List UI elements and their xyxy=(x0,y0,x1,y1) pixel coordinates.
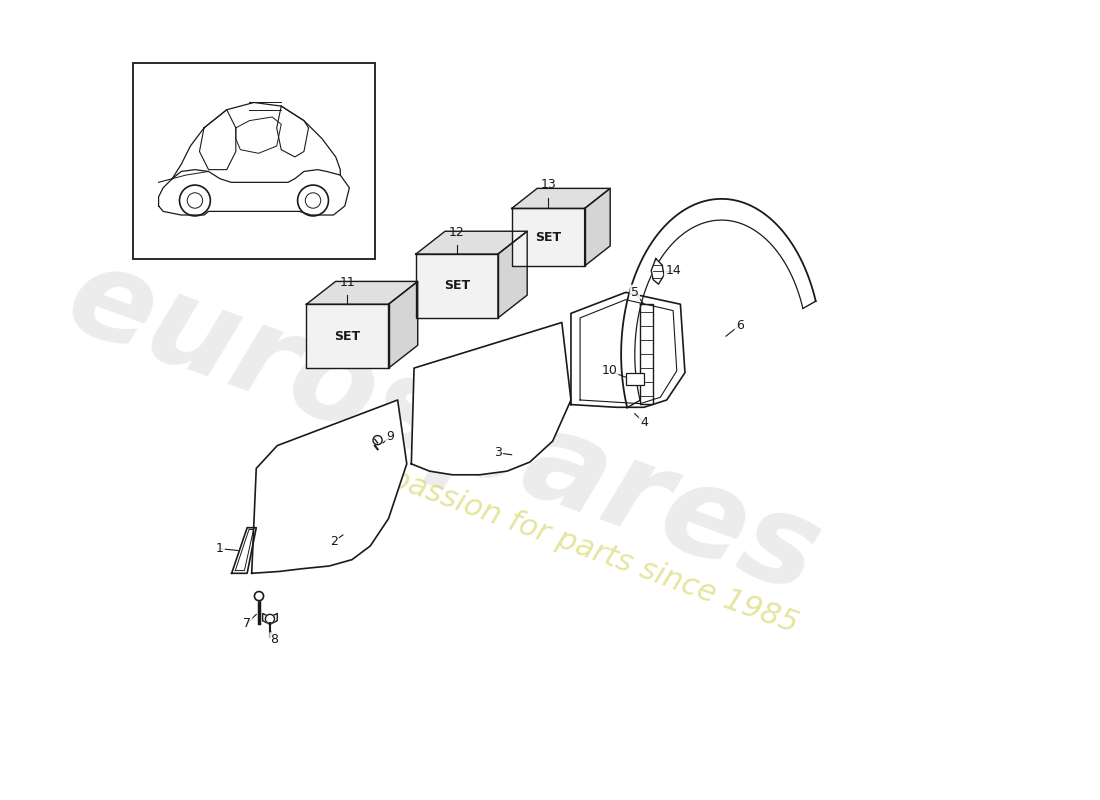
Polygon shape xyxy=(232,528,256,574)
Text: eurospares: eurospares xyxy=(52,235,835,619)
Text: SET: SET xyxy=(535,230,561,244)
Polygon shape xyxy=(416,231,527,254)
Text: 13: 13 xyxy=(540,178,556,191)
Polygon shape xyxy=(512,188,610,209)
Text: 5: 5 xyxy=(630,286,639,299)
Text: 12: 12 xyxy=(449,226,465,238)
Text: 10: 10 xyxy=(602,364,617,378)
Text: 1: 1 xyxy=(216,542,223,555)
Text: 11: 11 xyxy=(340,276,355,289)
Polygon shape xyxy=(388,282,418,368)
Polygon shape xyxy=(307,304,388,368)
Circle shape xyxy=(265,614,275,623)
Polygon shape xyxy=(584,188,610,266)
Text: 9: 9 xyxy=(386,430,394,443)
Circle shape xyxy=(254,591,264,601)
Text: a passion for parts since 1985: a passion for parts since 1985 xyxy=(359,454,802,638)
Text: 2: 2 xyxy=(330,535,338,548)
Text: 3: 3 xyxy=(494,446,502,459)
Text: 8: 8 xyxy=(271,634,278,646)
Text: 7: 7 xyxy=(243,617,251,630)
Polygon shape xyxy=(571,292,685,407)
Polygon shape xyxy=(252,400,407,574)
Text: SET: SET xyxy=(444,279,470,293)
Text: 4: 4 xyxy=(640,416,648,430)
Polygon shape xyxy=(498,231,527,318)
Text: SET: SET xyxy=(334,330,361,342)
Bar xyxy=(133,62,375,258)
Text: 14: 14 xyxy=(666,264,681,277)
Text: 6: 6 xyxy=(736,318,744,332)
Polygon shape xyxy=(651,258,664,284)
Polygon shape xyxy=(416,254,498,318)
Bar xyxy=(626,373,644,386)
Polygon shape xyxy=(411,322,571,474)
Polygon shape xyxy=(307,282,418,304)
Polygon shape xyxy=(512,209,584,266)
